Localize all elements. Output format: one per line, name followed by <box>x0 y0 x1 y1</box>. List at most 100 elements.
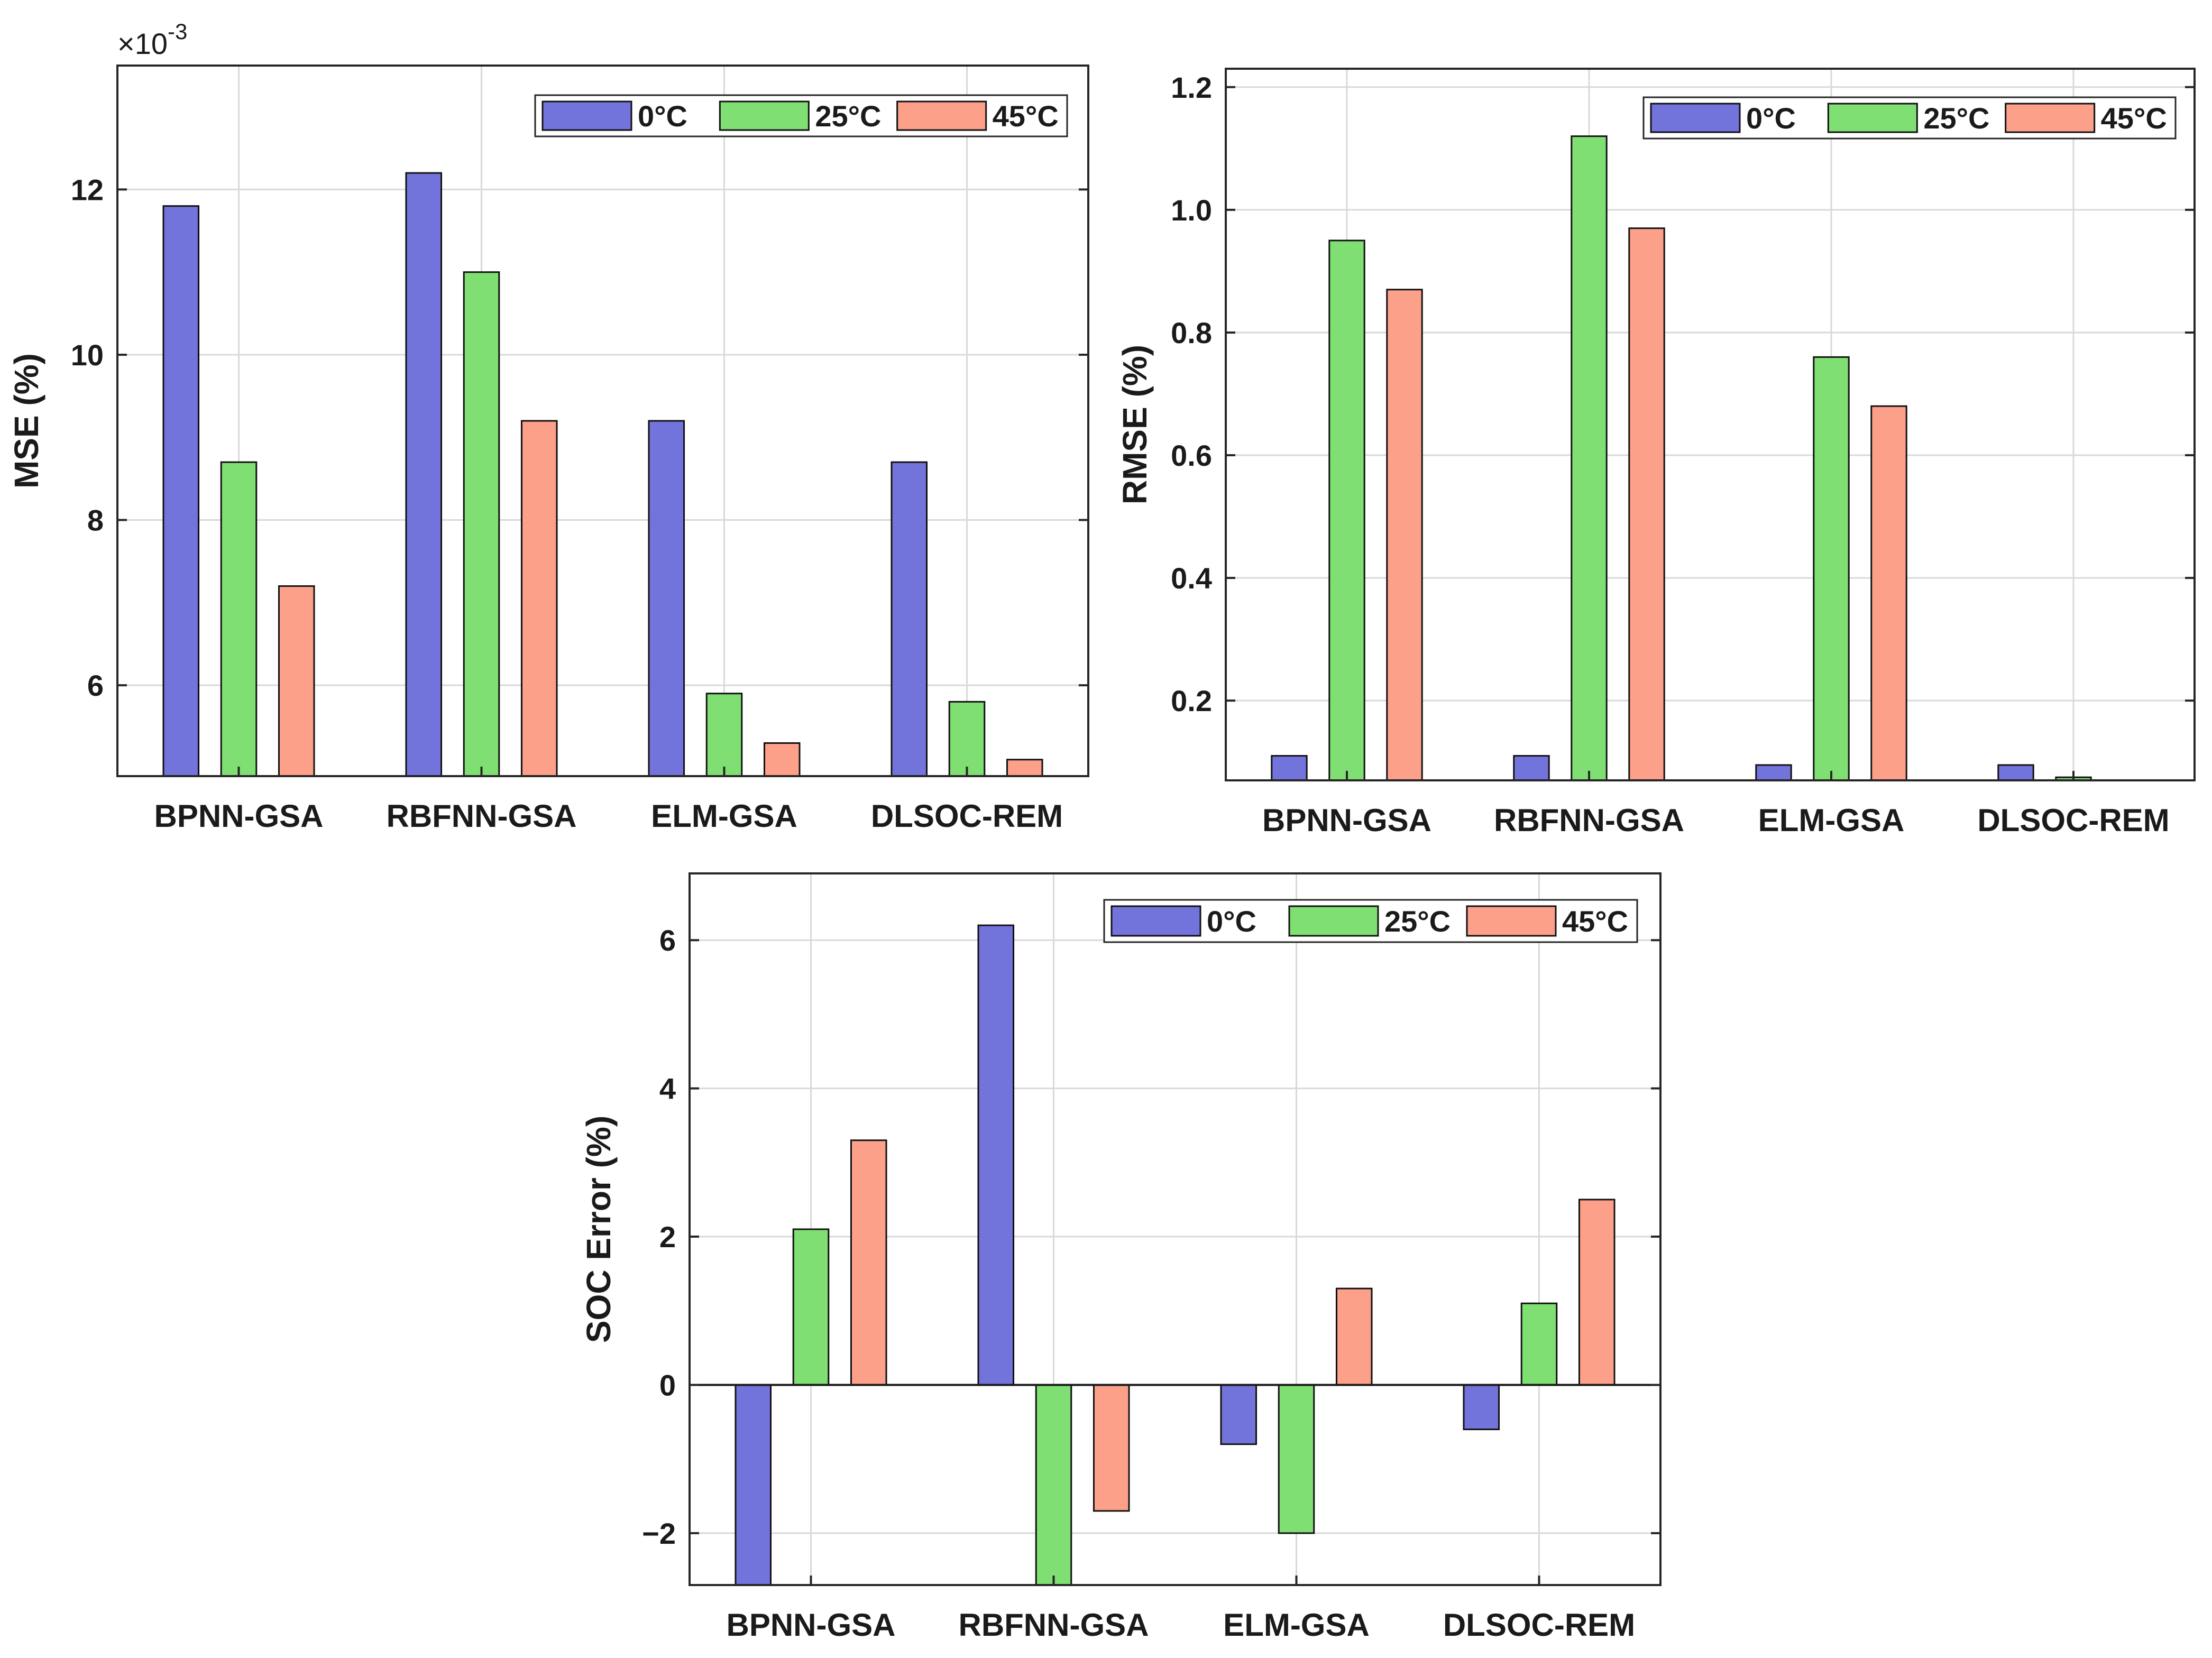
legend-swatch <box>1110 905 1201 937</box>
multiplier-exponent: -3 <box>168 19 187 44</box>
bar-0c-bpnn-gsa <box>1271 755 1308 780</box>
plot-area <box>690 873 1660 1585</box>
legend-swatch <box>541 100 632 131</box>
bar-0c-rbfnn-gsa <box>405 172 443 776</box>
multiplier-base: ×10 <box>117 27 168 60</box>
bar-25c-dlsoc-rem <box>948 701 986 776</box>
legend: 0°C 25°C 45°C <box>1642 96 2177 140</box>
bar-45c-dlsoc-rem <box>2113 779 2150 780</box>
bar-45c-rbfnn-gsa <box>1628 227 1665 780</box>
legend-swatch <box>896 100 987 131</box>
legend: 0°C 25°C 45°C <box>534 94 1068 137</box>
bar-0c-dlsoc-rem <box>1463 1384 1500 1431</box>
y-tick-label: 6 <box>87 669 104 702</box>
bar-25c-dlsoc-rem <box>1520 1302 1558 1386</box>
bar-0c-dlsoc-rem <box>891 461 928 776</box>
legend-swatch <box>1288 905 1379 937</box>
y-tick-label: 4 <box>659 1072 676 1106</box>
legend-label: 45°C <box>2101 102 2167 135</box>
bar-0c-rbfnn-gsa <box>977 924 1015 1386</box>
bar-45c-rbfnn-gsa <box>1093 1384 1130 1512</box>
legend-swatch <box>719 100 810 131</box>
x-category-label: BPNN-GSA <box>1262 803 1431 838</box>
bar-45c-dlsoc-rem <box>1578 1199 1616 1386</box>
y-axis-label: MSE (%) <box>7 353 45 489</box>
x-category-label: RBFNN-GSA <box>959 1607 1149 1643</box>
x-category-label: ELM-GSA <box>651 798 797 834</box>
bar-25c-bpnn-gsa <box>792 1228 830 1386</box>
legend-label: 0°C <box>638 99 687 133</box>
bar-25c-rbfnn-gsa <box>1035 1384 1072 1585</box>
bar-45c-bpnn-gsa <box>278 585 315 776</box>
x-category-label: BPNN-GSA <box>726 1607 895 1643</box>
legend-swatch <box>1650 103 1741 133</box>
legend-label: 25°C <box>815 99 881 133</box>
axes-box <box>689 872 1662 1586</box>
y-axis-label: RMSE (%) <box>1116 345 1154 504</box>
x-category-label: BPNN-GSA <box>154 798 323 834</box>
x-category-label: DLSOC-REM <box>1443 1607 1635 1643</box>
y-tick-label: 12 <box>71 173 104 206</box>
bar-0c-bpnn-gsa <box>735 1384 772 1585</box>
legend-label: 0°C <box>1207 905 1256 938</box>
bars <box>735 924 1616 1585</box>
y-tick-label: 8 <box>87 504 104 537</box>
y-tick-label: 0.4 <box>1171 561 1212 595</box>
bar-0c-bpnn-gsa <box>162 205 200 776</box>
y-tick-label: 0.8 <box>1171 316 1212 349</box>
y-tick-label: 6 <box>659 924 676 957</box>
legend-label: 25°C <box>1923 102 1989 135</box>
x-category-label: ELM-GSA <box>1758 803 1905 838</box>
bar-25c-bpnn-gsa <box>1328 240 1365 780</box>
x-category-label: RBFNN-GSA <box>387 798 577 834</box>
y-axis-label: SOC Error (%) <box>580 1116 618 1343</box>
y-tick-label: 0.2 <box>1171 684 1212 717</box>
bar-45c-bpnn-gsa <box>850 1139 887 1386</box>
legend-label: 45°C <box>993 99 1059 133</box>
legend-label: 25°C <box>1384 905 1451 938</box>
y-tick-label: 0.6 <box>1171 439 1212 472</box>
chart-panel-3: −2 0 2 4 6 BPNN-GSA RBFNN-GSA ELM-GSA DLSOC-REM S… <box>580 872 1662 1643</box>
x-category-label: DLSOC-REM <box>871 798 1063 834</box>
legend-swatch <box>2005 103 2096 133</box>
plot-area <box>1226 69 2195 780</box>
legend-label: 45°C <box>1562 905 1628 938</box>
axes-box <box>116 65 1089 777</box>
bar-45c-elm-gsa <box>763 742 801 776</box>
legend-swatch <box>1827 103 1918 133</box>
bar-0c-rbfnn-gsa <box>1513 755 1550 780</box>
bar-45c-elm-gsa <box>1870 405 1907 780</box>
bar-0c-elm-gsa <box>1220 1384 1258 1445</box>
bar-45c-rbfnn-gsa <box>520 420 558 776</box>
y-tick-label: 10 <box>71 338 104 372</box>
bar-0c-dlsoc-rem <box>1997 764 2034 780</box>
y-tick-label: 1.2 <box>1171 71 1212 104</box>
bar-25c-elm-gsa <box>1813 356 1850 780</box>
bars <box>1271 135 2150 780</box>
bar-0c-elm-gsa <box>648 420 685 776</box>
legend-label: 0°C <box>1746 102 1796 135</box>
x-category-label: RBFNN-GSA <box>1494 803 1684 838</box>
y-tick-label: 1.0 <box>1171 194 1212 227</box>
bar-25c-bpnn-gsa <box>220 461 258 776</box>
x-category-label: ELM-GSA <box>1223 1607 1370 1643</box>
bar-25c-elm-gsa <box>1278 1384 1315 1534</box>
axis-multiplier: ×10-3 <box>117 19 187 60</box>
bar-25c-elm-gsa <box>705 693 743 776</box>
plot-area <box>117 66 1088 776</box>
axes-box <box>1225 68 2196 781</box>
bar-45c-elm-gsa <box>1335 1287 1373 1386</box>
bar-25c-rbfnn-gsa <box>1571 135 1608 780</box>
bar-45c-dlsoc-rem <box>1006 759 1043 776</box>
legend: 0°C 25°C 45°C <box>1103 899 1638 943</box>
bar-25c-rbfnn-gsa <box>463 271 500 776</box>
bar-45c-bpnn-gsa <box>1386 289 1423 780</box>
y-tick-label: 2 <box>659 1220 676 1254</box>
bars <box>162 172 1043 776</box>
chart-panel-1: 6 8 10 12 BPNN-GSA RBFNN-GSA ELM-GSA DLSOC-REM M… <box>7 19 1089 834</box>
x-category-label: DLSOC-REM <box>1977 803 2169 838</box>
y-tick-label: −2 <box>642 1517 676 1550</box>
y-tick-label: 0 <box>659 1368 676 1402</box>
bar-0c-elm-gsa <box>1755 764 1792 780</box>
